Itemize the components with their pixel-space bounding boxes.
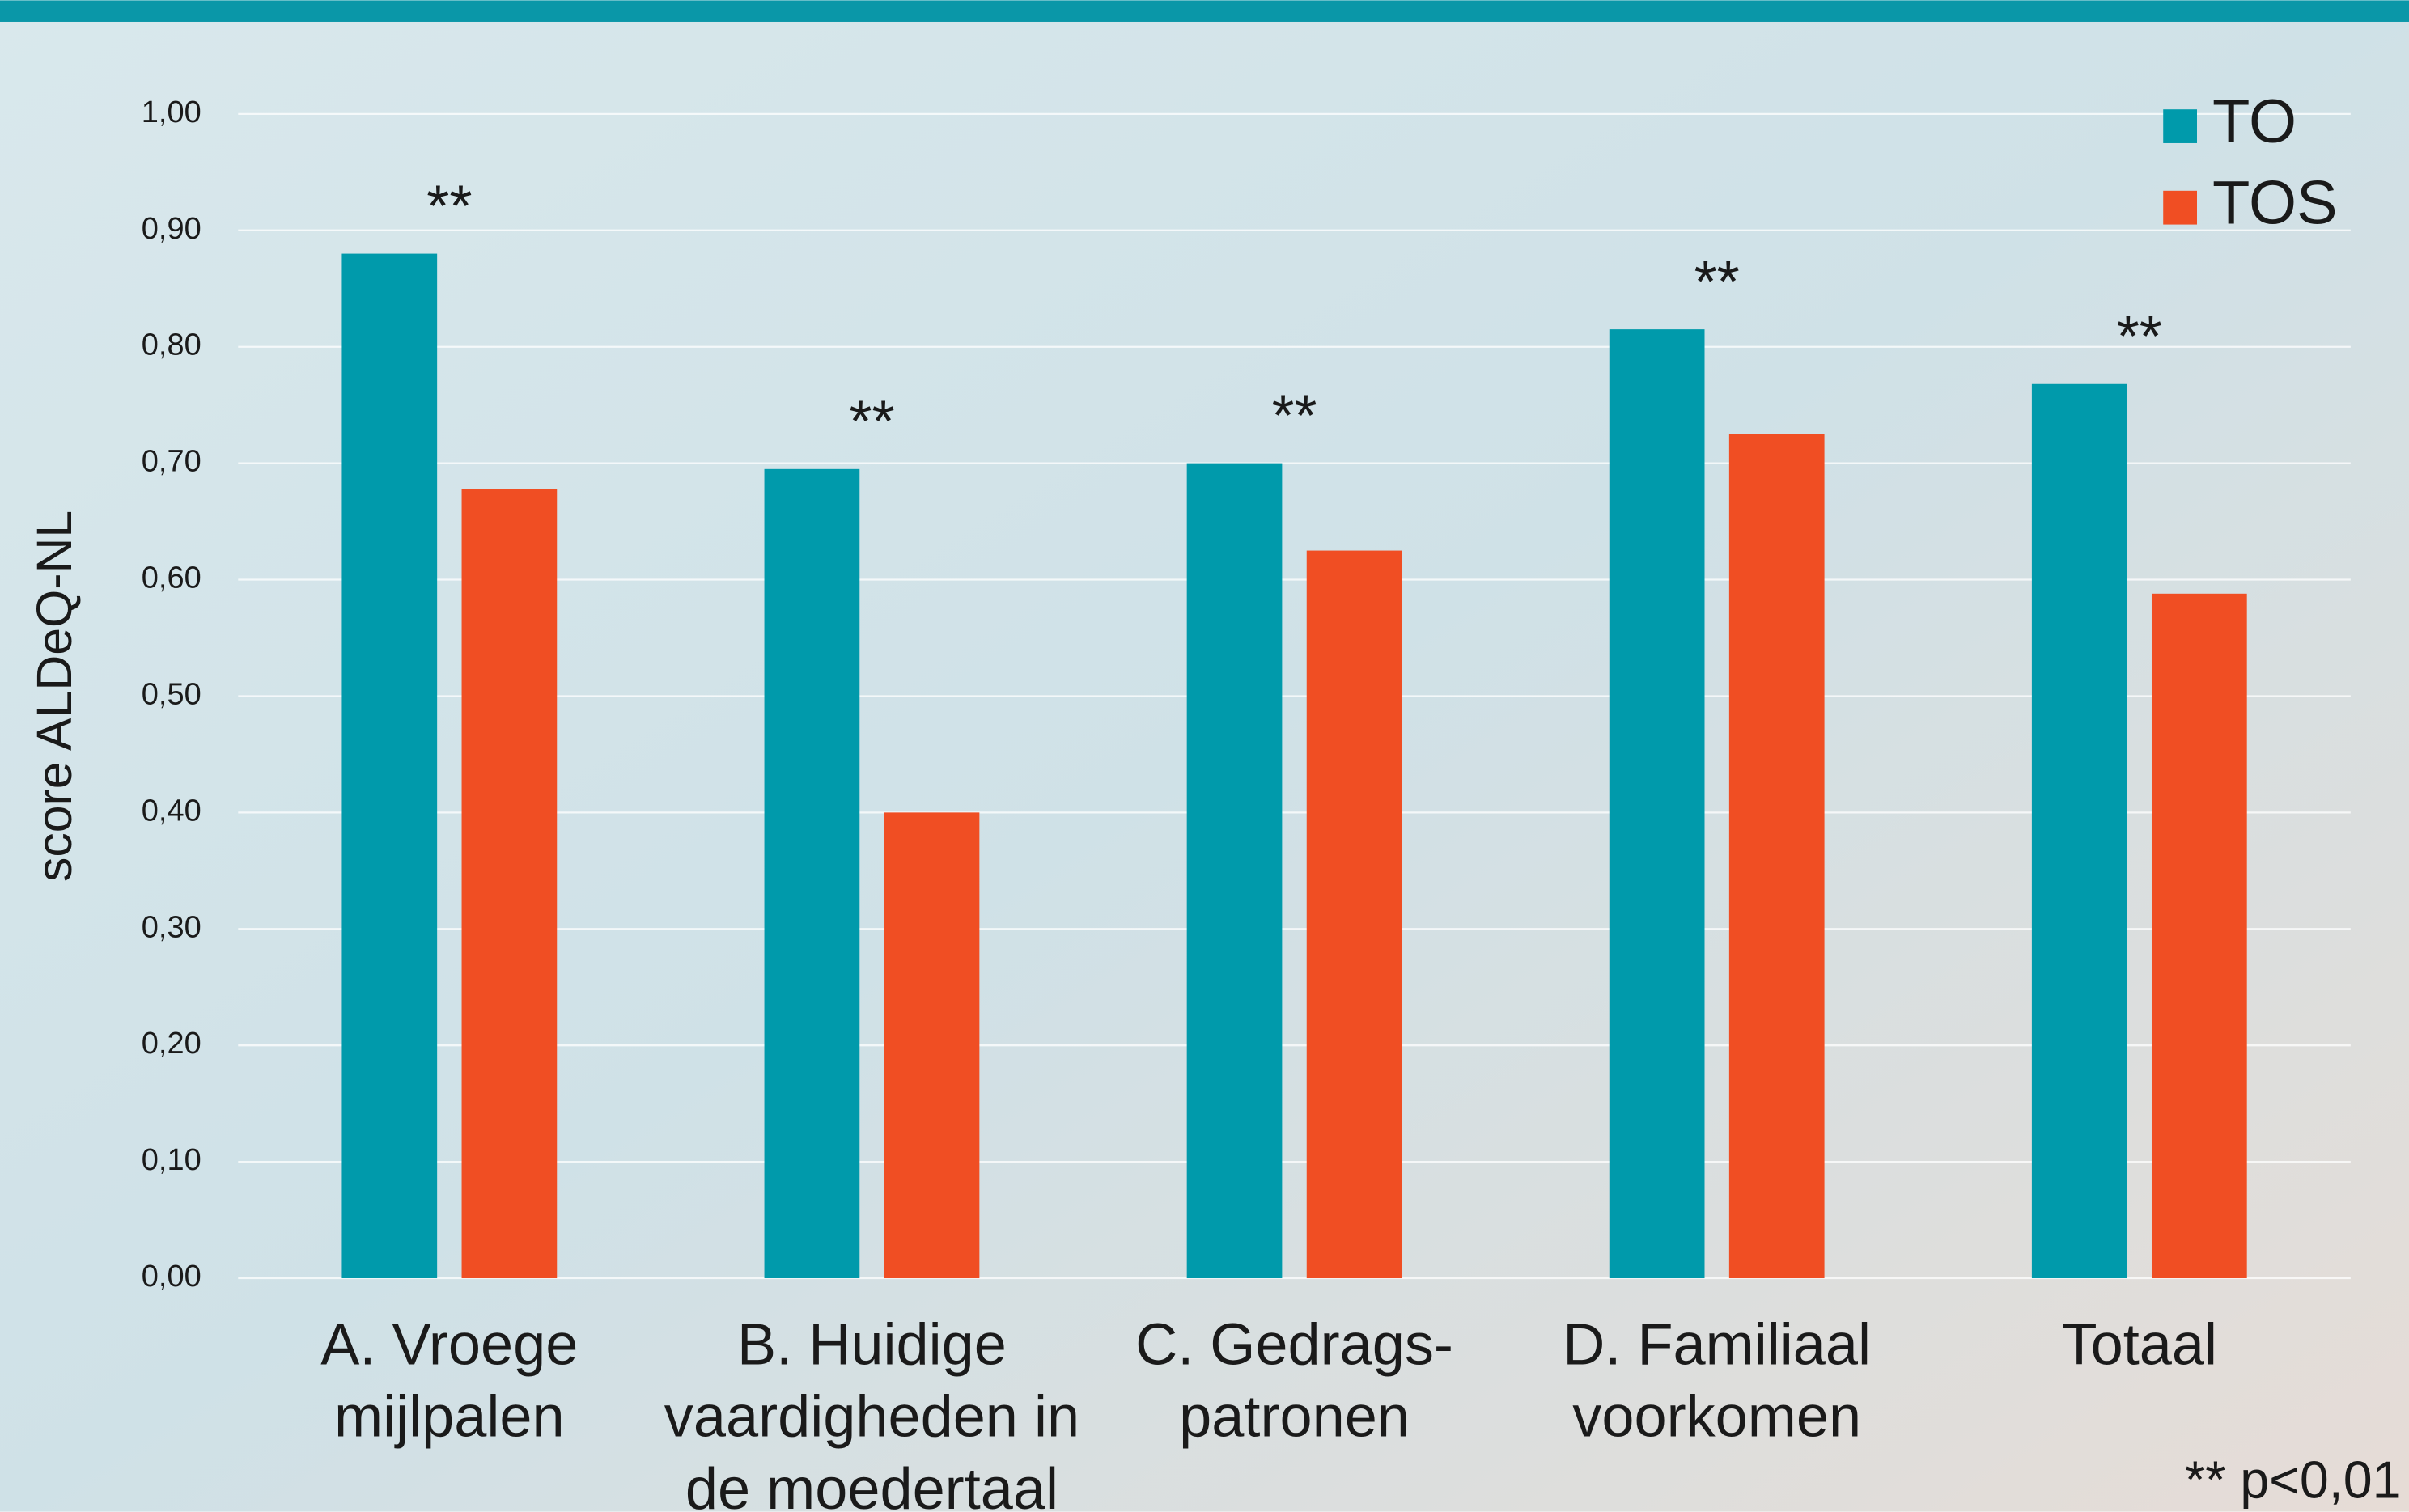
y-tick-label: 0,50 — [142, 677, 201, 711]
x-tick-label: mijlpalen — [334, 1385, 565, 1450]
y-tick-label: 0,30 — [142, 910, 201, 944]
bar — [462, 489, 558, 1278]
bar — [341, 254, 437, 1278]
significance-marker: ** — [426, 174, 472, 239]
y-tick-label: 0,10 — [142, 1143, 201, 1177]
legend-swatch — [2163, 109, 2197, 143]
y-tick-label: 0,60 — [142, 561, 201, 595]
y-tick-label: 1,00 — [142, 95, 201, 129]
bar — [884, 812, 980, 1278]
y-tick-label: 0,40 — [142, 794, 201, 828]
footnote: ** p<0,01 — [2185, 1451, 2401, 1509]
bar — [2152, 594, 2247, 1278]
x-tick-label: C. Gedrags- — [1135, 1312, 1453, 1377]
top-band — [0, 0, 2409, 22]
chart: score ALDeQ-NL ** p<0,01 0,00 0,10 0,20 0,3… — [0, 0, 2409, 1512]
x-tick-label: voorkomen — [1572, 1385, 1861, 1450]
x-tick-label: Totaal — [2062, 1312, 2217, 1377]
x-tick-label: D. Familiaal — [1563, 1312, 1871, 1377]
bar — [1187, 464, 1283, 1278]
significance-marker: ** — [1694, 250, 1740, 315]
bar — [2032, 384, 2127, 1278]
bar — [1729, 434, 1825, 1278]
legend-label: TOS — [2212, 169, 2338, 238]
y-tick-label: 0,80 — [142, 328, 201, 362]
x-tick-label: B. Huidige — [737, 1312, 1007, 1377]
page: {"chart_data": { "type": "bar", "y_label… — [0, 0, 2409, 1512]
x-tick-label: patronen — [1179, 1385, 1410, 1450]
y-tick-label: 0,20 — [142, 1027, 201, 1061]
bar — [1610, 329, 1705, 1278]
bar — [765, 469, 860, 1278]
x-tick-label: A. Vroege — [320, 1312, 578, 1377]
x-tick-label: de moedertaal — [685, 1457, 1058, 1512]
significance-marker: ** — [849, 390, 894, 455]
y-tick-label: 0,90 — [142, 212, 201, 246]
y-tick-label: 0,00 — [142, 1260, 201, 1294]
legend-label: TO — [2212, 87, 2297, 156]
y-tick-label: 0,70 — [142, 445, 201, 479]
x-tick-label: vaardigheden in — [664, 1385, 1079, 1450]
bar — [1307, 551, 1402, 1278]
y-axis-label: score ALDeQ-NL — [27, 510, 82, 882]
significance-marker: ** — [1271, 384, 1317, 449]
legend-swatch — [2163, 191, 2197, 225]
significance-marker: ** — [2117, 305, 2162, 370]
